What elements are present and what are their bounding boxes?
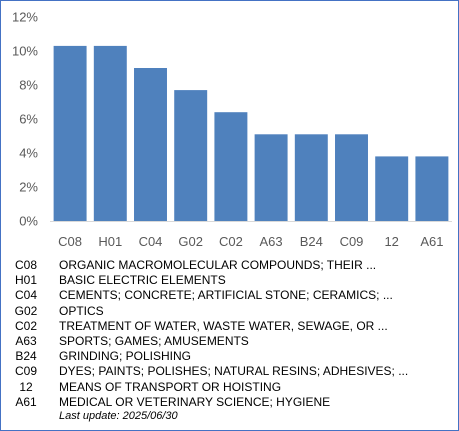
- x-tick-label: A63: [260, 234, 283, 249]
- bar-a61: [415, 156, 449, 221]
- x-tick-label: B24: [300, 234, 323, 249]
- bars: [53, 45, 449, 222]
- legend: C08 ORGANIC MACROMOLECULAR COMPOUNDS; THE…: [0, 258, 459, 410]
- y-tick-label: 6%: [19, 112, 38, 127]
- legend-description: GRINDING; POLISHING: [59, 349, 192, 364]
- legend-code: B24: [15, 349, 37, 364]
- legend-code: C09: [14, 364, 37, 379]
- bar-chart: 0%2%4%6%8%10%12% C08 H01 C04 G02 C02 A63 B24 C0…: [12, 10, 452, 249]
- bar-c04: [134, 68, 167, 221]
- bar-b24: [294, 134, 328, 221]
- x-tick-label: C08: [58, 234, 82, 249]
- x-tick-label: H01: [98, 234, 122, 249]
- y-tick-label: 0%: [19, 214, 38, 229]
- legend-description: MEDICAL OR VETERINARY SCIENCE; HYGIENE: [59, 394, 331, 409]
- x-tick-label: G02: [178, 234, 203, 249]
- legend-description: CEMENTS; CONCRETE; ARTIFICIAL STONE; CER…: [59, 288, 393, 303]
- legend-description: BASIC ELECTRIC ELEMENTS: [59, 273, 226, 288]
- x-axis: C08 H01 C04 G02 C02 A63 B24 C09 12 A61: [58, 234, 443, 249]
- legend-description: OPTICS: [59, 303, 104, 318]
- legend-code: C08: [14, 258, 37, 272]
- y-tick-label: 4%: [19, 146, 38, 161]
- x-tick-label: C04: [139, 234, 163, 249]
- legend-item: H01 BASIC ELECTRIC ELEMENTS: [0, 273, 459, 288]
- legend-description: DYES; PAINTS; POLISHES; NATURAL RESINS; …: [59, 364, 409, 379]
- legend-description: SPORTS; GAMES; AMUSEMENTS: [59, 333, 249, 348]
- bar-12: [375, 156, 409, 221]
- y-tick-label: 2%: [19, 180, 38, 195]
- legend-item: A61 MEDICAL OR VETERINARY SCIENCE; HYGIEN…: [0, 395, 459, 410]
- legend-item: C08 ORGANIC MACROMOLECULAR COMPOUNDS; THE…: [0, 258, 459, 273]
- legend-code: C04: [14, 288, 37, 303]
- y-tick-label: 8%: [19, 78, 38, 93]
- bar-c08: [53, 45, 87, 222]
- legend-item: C04 CEMENTS; CONCRETE; ARTIFICIAL STONE; …: [0, 288, 459, 303]
- y-tick-label: 10%: [12, 44, 38, 59]
- legend-item: C02 TREATMENT OF WATER, WASTE WATER, SEWA…: [0, 319, 459, 334]
- bar-a63: [254, 134, 288, 221]
- bar-c09: [335, 134, 368, 221]
- legend-code: A63: [15, 333, 37, 348]
- bar-h01: [93, 45, 127, 222]
- legend-code: A61: [15, 394, 37, 409]
- x-tick-label: 12: [384, 234, 398, 249]
- y-tick-label: 12%: [12, 10, 38, 25]
- legend-item: B24 GRINDING; POLISHING: [0, 349, 459, 364]
- legend-item: G02 OPTICS: [0, 304, 459, 319]
- x-tick-label: C09: [340, 234, 364, 249]
- legend-code: C02: [14, 318, 37, 333]
- last-update-label: Last update: 2025/06/30: [59, 410, 178, 422]
- legend-item: C09 DYES; PAINTS; POLISHES; NATURAL RESIN…: [0, 364, 459, 379]
- x-tick-label: C02: [219, 234, 243, 249]
- x-tick-label: A61: [420, 234, 443, 249]
- legend-description: MEANS OF TRANSPORT OR HOISTING: [59, 379, 282, 394]
- legend-description: ORGANIC MACROMOLECULAR COMPOUNDS; THEIR …: [59, 258, 377, 272]
- y-axis: 0% 2% 4% 6% 8% 10% 12%: [12, 10, 38, 229]
- legend-item: A63 SPORTS; GAMES; AMUSEMENTS: [0, 334, 459, 349]
- legend-item: 12 MEANS OF TRANSPORT OR HOISTING: [0, 380, 459, 395]
- legend-code: 12: [19, 379, 33, 394]
- legend-description: TREATMENT OF WATER, WASTE WATER, SEWAGE,…: [59, 318, 388, 333]
- legend-code: G02: [14, 303, 38, 318]
- legend-code: H01: [14, 273, 37, 288]
- bar-c02: [214, 112, 248, 221]
- bar-g02: [174, 90, 208, 221]
